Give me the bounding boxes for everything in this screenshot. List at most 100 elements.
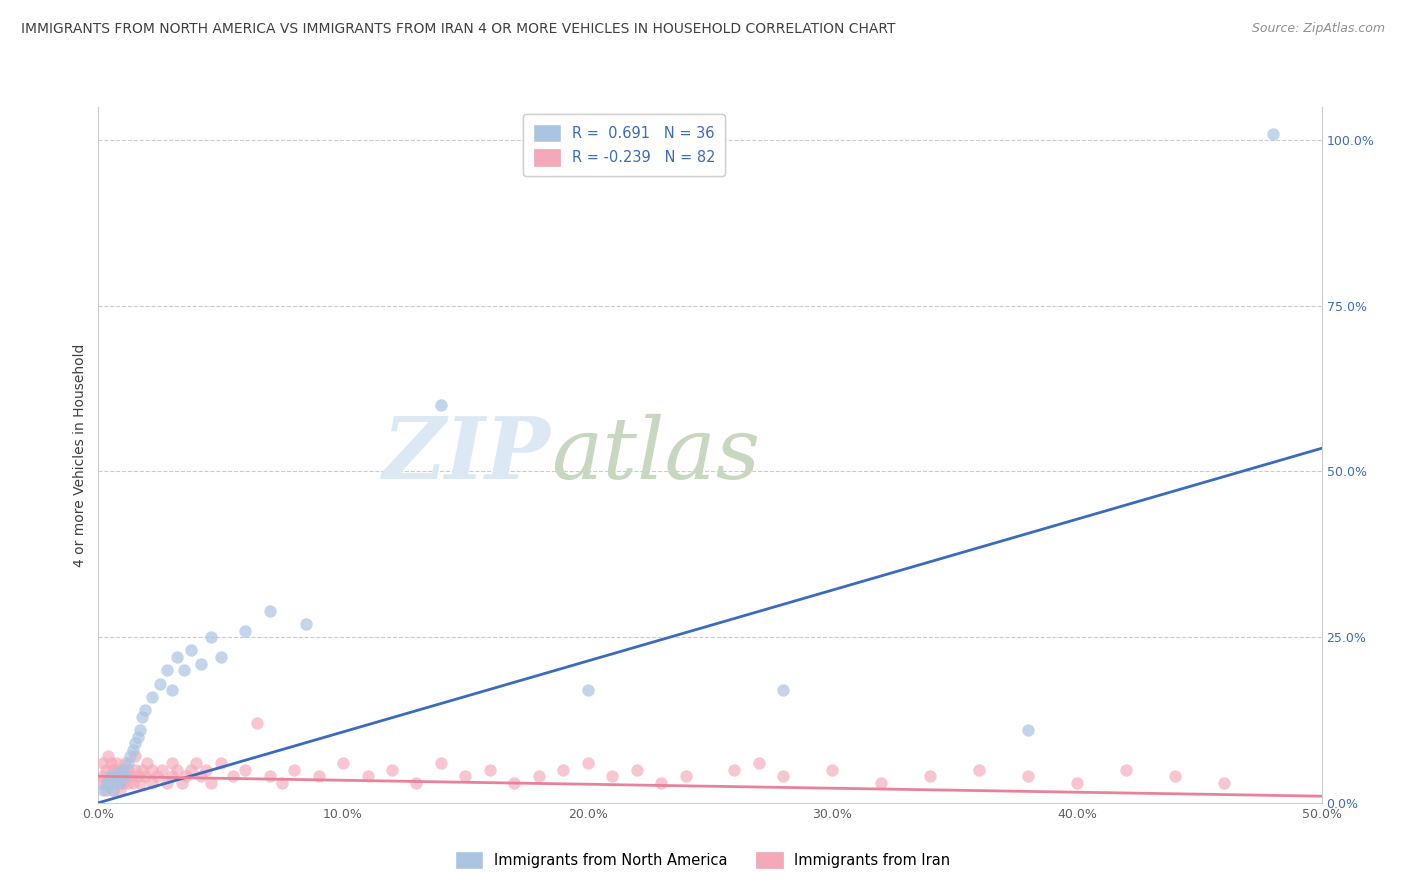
Point [124,763,146,777]
Point [1066,776,1088,790]
Point [104,756,127,770]
Point [136,756,159,770]
Point [190,657,212,671]
Point [100,769,122,783]
Point [114,769,136,783]
Point [650,776,672,790]
Point [117,776,139,790]
Point [160,683,183,698]
Point [141,776,163,790]
Point [233,624,256,638]
Text: IMMIGRANTS FROM NORTH AMERICA VS IMMIGRANTS FROM IRAN 4 OR MORE VEHICLES IN HOUS: IMMIGRANTS FROM NORTH AMERICA VS IMMIGRA… [21,22,896,37]
Point [772,683,794,698]
Point [107,766,129,780]
Point [723,763,745,777]
Point [527,769,550,783]
Point [233,763,256,777]
Point [129,723,152,737]
Point [675,769,697,783]
Text: Source: ZipAtlas.com: Source: ZipAtlas.com [1251,22,1385,36]
Point [91,756,114,770]
Point [97,776,120,790]
Point [190,769,212,783]
Point [195,763,218,777]
Point [111,763,134,777]
Point [121,776,143,790]
Point [259,604,281,618]
Point [1115,763,1137,777]
Point [94,782,117,797]
Point [104,772,127,787]
Point [141,690,163,704]
Point [870,776,893,790]
Point [120,769,142,783]
Point [1164,769,1187,783]
Point [1017,769,1039,783]
Point [553,763,575,777]
Point [100,756,122,770]
Point [146,769,169,783]
Point [430,398,453,412]
Point [124,736,146,750]
Point [134,703,156,717]
Point [107,763,129,777]
Point [356,769,378,783]
Point [131,709,153,723]
Point [308,769,330,783]
Point [1212,776,1234,790]
Point [430,756,453,770]
Point [170,776,193,790]
Point [454,769,477,783]
Point [91,769,114,783]
Point [180,763,202,777]
Point [1261,127,1284,141]
Point [101,782,124,797]
Point [91,782,114,797]
Point [110,776,132,790]
Point [129,776,152,790]
Point [107,776,129,790]
Point [576,683,599,698]
Point [94,763,117,777]
Text: ZIP: ZIP [384,413,551,497]
Point [209,756,232,770]
Point [626,763,648,777]
Point [381,763,404,777]
Point [209,650,232,665]
Point [127,769,149,783]
Text: atlas: atlas [551,414,761,496]
Point [110,782,132,797]
Point [90,776,112,790]
Legend: R =  0.691   N = 36, R = -0.239   N = 82: R = 0.691 N = 36, R = -0.239 N = 82 [523,114,725,176]
Point [166,763,188,777]
Point [101,763,124,777]
Point [100,769,122,783]
Point [160,769,183,783]
Point [111,776,134,790]
Point [772,769,794,783]
Point [270,776,294,790]
Point [97,779,120,793]
Point [160,756,183,770]
Point [186,756,208,770]
Point [150,763,173,777]
Legend: Immigrants from North America, Immigrants from Iran: Immigrants from North America, Immigrant… [449,845,957,876]
Point [200,630,222,644]
Point [200,776,222,790]
Point [821,763,844,777]
Point [97,749,120,764]
Point [156,663,179,677]
Point [748,756,770,770]
Point [117,763,139,777]
Point [478,763,501,777]
Point [94,776,117,790]
Point [131,763,153,777]
Point [114,769,136,783]
Point [121,743,143,757]
Point [576,756,599,770]
Point [503,776,526,790]
Point [920,769,942,783]
Point [166,650,188,665]
Point [101,782,124,797]
Point [120,749,142,764]
